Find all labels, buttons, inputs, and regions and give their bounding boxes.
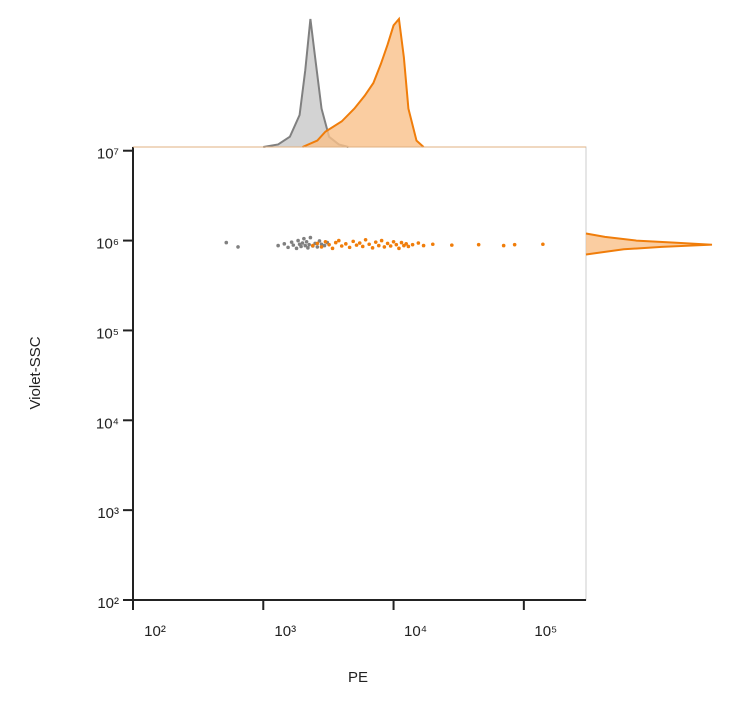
point — [406, 244, 411, 249]
x-tick-label: 10³ — [274, 623, 296, 640]
point — [307, 242, 311, 247]
histogram-fill — [302, 19, 424, 147]
point — [394, 242, 399, 247]
point — [541, 242, 545, 247]
point — [299, 244, 303, 249]
point — [379, 238, 384, 243]
histogram-line — [585, 232, 713, 256]
point — [315, 245, 320, 249]
plot-frame — [132, 146, 587, 601]
x-tick-label: 10⁵ — [534, 623, 557, 640]
y-tick-label: 10⁵ — [96, 325, 119, 342]
histogram-line — [302, 16, 425, 148]
point — [302, 236, 306, 241]
point — [319, 245, 324, 249]
y-tick-label: 10⁷ — [97, 146, 119, 163]
point — [276, 243, 280, 248]
point — [363, 238, 368, 242]
point — [357, 241, 362, 245]
point — [327, 242, 331, 247]
point — [397, 246, 401, 251]
point — [450, 243, 454, 247]
point — [296, 238, 300, 243]
point — [351, 239, 355, 244]
point — [416, 241, 421, 245]
point — [300, 241, 305, 245]
point — [476, 242, 481, 247]
point — [376, 243, 381, 248]
point — [291, 243, 296, 247]
point — [388, 244, 393, 248]
point — [501, 243, 506, 248]
point — [385, 241, 390, 246]
point — [289, 240, 294, 244]
point — [382, 245, 387, 249]
point — [370, 246, 375, 250]
x-tick-label: 10⁴ — [404, 623, 427, 640]
point — [347, 245, 352, 250]
point — [410, 242, 415, 247]
y-tick-label: 10² — [97, 595, 119, 612]
point — [354, 243, 359, 247]
x-axis-label: PE — [348, 669, 368, 686]
point — [286, 245, 290, 250]
y-axis-label: Violet-SSC — [27, 336, 44, 409]
y-tick-label: 10⁴ — [96, 415, 119, 432]
point — [339, 244, 344, 248]
point — [311, 243, 315, 248]
y-tick-label: 10⁶ — [96, 236, 119, 253]
point — [404, 242, 408, 246]
point — [333, 240, 338, 245]
point — [330, 246, 335, 251]
point — [317, 239, 322, 243]
point — [360, 244, 365, 249]
point — [308, 235, 313, 240]
point — [391, 239, 396, 244]
point — [224, 240, 229, 245]
point — [282, 242, 287, 246]
x-tick-label: 10² — [144, 623, 166, 640]
point — [344, 242, 348, 246]
point — [512, 242, 517, 247]
point — [306, 246, 310, 250]
y-tick-label: 10³ — [97, 505, 119, 522]
point — [322, 243, 327, 248]
point — [323, 239, 328, 244]
point — [421, 243, 426, 248]
point — [294, 246, 299, 251]
point — [236, 245, 240, 249]
point — [367, 242, 371, 247]
histogram-fill — [263, 19, 349, 147]
point — [315, 241, 320, 246]
point — [399, 240, 404, 245]
point — [430, 242, 435, 247]
point — [303, 243, 308, 248]
point — [304, 239, 309, 244]
point — [373, 240, 378, 244]
point — [319, 242, 324, 247]
point — [337, 238, 341, 243]
